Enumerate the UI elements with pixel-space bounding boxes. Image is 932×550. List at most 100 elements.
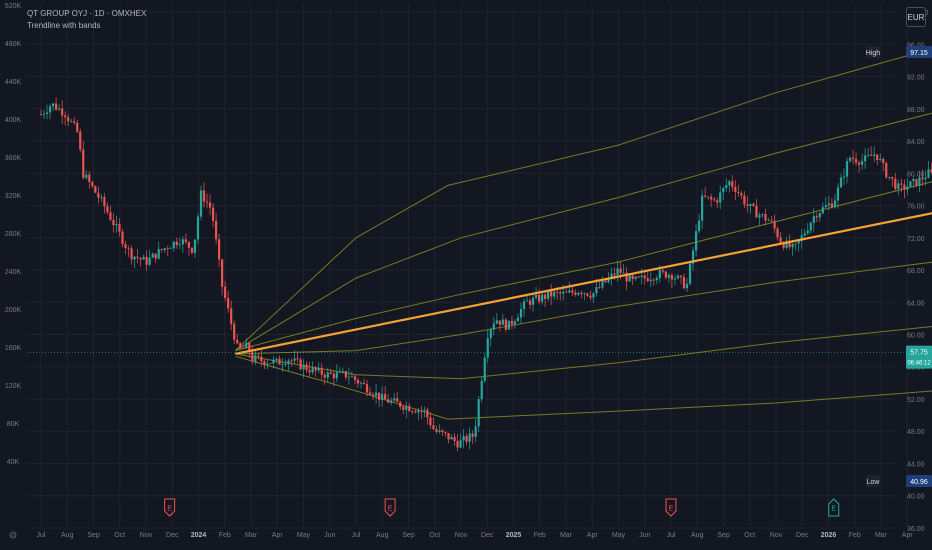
- candle: [728, 181, 731, 186]
- y-left-tick: 80K: [7, 421, 20, 428]
- candle: [776, 228, 779, 238]
- candle: [254, 355, 257, 362]
- chart-grid: [27, 4, 908, 529]
- candle: [462, 436, 465, 441]
- y-left-tick: 440K: [5, 79, 22, 86]
- candle: [459, 440, 462, 448]
- x-tick: Nov: [455, 532, 468, 539]
- candle: [199, 190, 203, 217]
- candle: [815, 216, 818, 218]
- candle: [848, 157, 852, 162]
- earnings-marker-down[interactable]: E: [384, 498, 396, 517]
- currency-button[interactable]: EUR: [906, 7, 926, 27]
- earnings-marker-up[interactable]: E: [828, 498, 840, 517]
- y-right-tick: 80.00: [907, 171, 925, 178]
- candle: [196, 216, 200, 240]
- candle: [468, 433, 471, 442]
- candle: [782, 242, 785, 248]
- y-left-tick: 120K: [5, 383, 22, 390]
- candle: [664, 271, 667, 278]
- candle: [885, 163, 888, 178]
- candle: [224, 286, 227, 298]
- candle: [317, 367, 320, 371]
- candle: [109, 212, 112, 220]
- x-tick: Mar: [875, 532, 888, 539]
- candle: [474, 426, 477, 437]
- candle: [359, 382, 363, 384]
- candle: [628, 275, 631, 282]
- candle: [100, 197, 103, 198]
- candle: [770, 220, 773, 222]
- candle: [655, 278, 658, 281]
- candle: [788, 240, 791, 248]
- candle: [492, 323, 495, 330]
- candle: [384, 394, 387, 400]
- y-right-tick: 84.00: [907, 139, 925, 146]
- candle: [857, 162, 861, 165]
- candle: [480, 380, 483, 400]
- candle: [912, 179, 915, 182]
- candle: [616, 268, 619, 276]
- candle: [311, 367, 314, 373]
- earnings-marker-down[interactable]: E: [164, 498, 176, 517]
- high-box: [906, 46, 932, 58]
- candle: [239, 343, 242, 349]
- y-left-tick: 240K: [5, 269, 22, 276]
- candle: [740, 192, 743, 196]
- candle: [272, 359, 275, 364]
- x-tick: 2026: [821, 532, 837, 539]
- candle: [701, 195, 704, 221]
- candle: [583, 293, 586, 295]
- marker-label: E: [831, 506, 836, 513]
- candle: [909, 181, 912, 187]
- candle: [773, 220, 776, 229]
- candle: [743, 195, 746, 205]
- candle: [456, 441, 459, 448]
- candle: [764, 214, 767, 221]
- candlestick-series: [39, 97, 932, 452]
- x-tick: Aug: [376, 532, 389, 539]
- y-left-tick: 480K: [5, 41, 22, 48]
- candle: [106, 206, 109, 213]
- candle: [166, 248, 169, 250]
- candle: [248, 342, 251, 352]
- candle: [719, 192, 722, 203]
- candle: [556, 291, 559, 293]
- candle: [76, 122, 79, 132]
- candle: [803, 233, 806, 236]
- candle: [761, 214, 764, 216]
- candle: [130, 248, 133, 260]
- y-right-tick: 52.00: [907, 397, 925, 404]
- candle: [821, 207, 824, 214]
- candle: [537, 294, 541, 302]
- event-markers[interactable]: EEEEEEEEE: [164, 498, 932, 517]
- candle: [414, 411, 417, 413]
- x-tick: Dec: [796, 532, 809, 539]
- candle: [218, 239, 221, 260]
- candle: [716, 200, 719, 203]
- candle: [42, 113, 46, 115]
- timezone-dot: [9, 531, 17, 539]
- candle: [483, 357, 486, 381]
- candle: [233, 323, 236, 340]
- y-right-tick: 44.00: [907, 461, 925, 468]
- candle: [601, 280, 604, 288]
- candle: [178, 244, 181, 246]
- candle: [797, 240, 800, 244]
- candle: [643, 275, 646, 279]
- candle: [399, 401, 402, 407]
- candle: [625, 272, 628, 282]
- candle: [685, 283, 689, 289]
- candle: [525, 300, 529, 302]
- last-price-value: 57.75: [910, 350, 928, 357]
- candle: [429, 417, 432, 426]
- candle: [670, 275, 674, 280]
- y-left-tick: 520K: [5, 3, 22, 10]
- candle: [921, 177, 924, 180]
- candle: [344, 371, 347, 378]
- y-right-tick: 64.00: [907, 300, 925, 307]
- candle: [242, 348, 245, 349]
- candle: [568, 290, 571, 293]
- earnings-marker-down[interactable]: E: [665, 498, 677, 517]
